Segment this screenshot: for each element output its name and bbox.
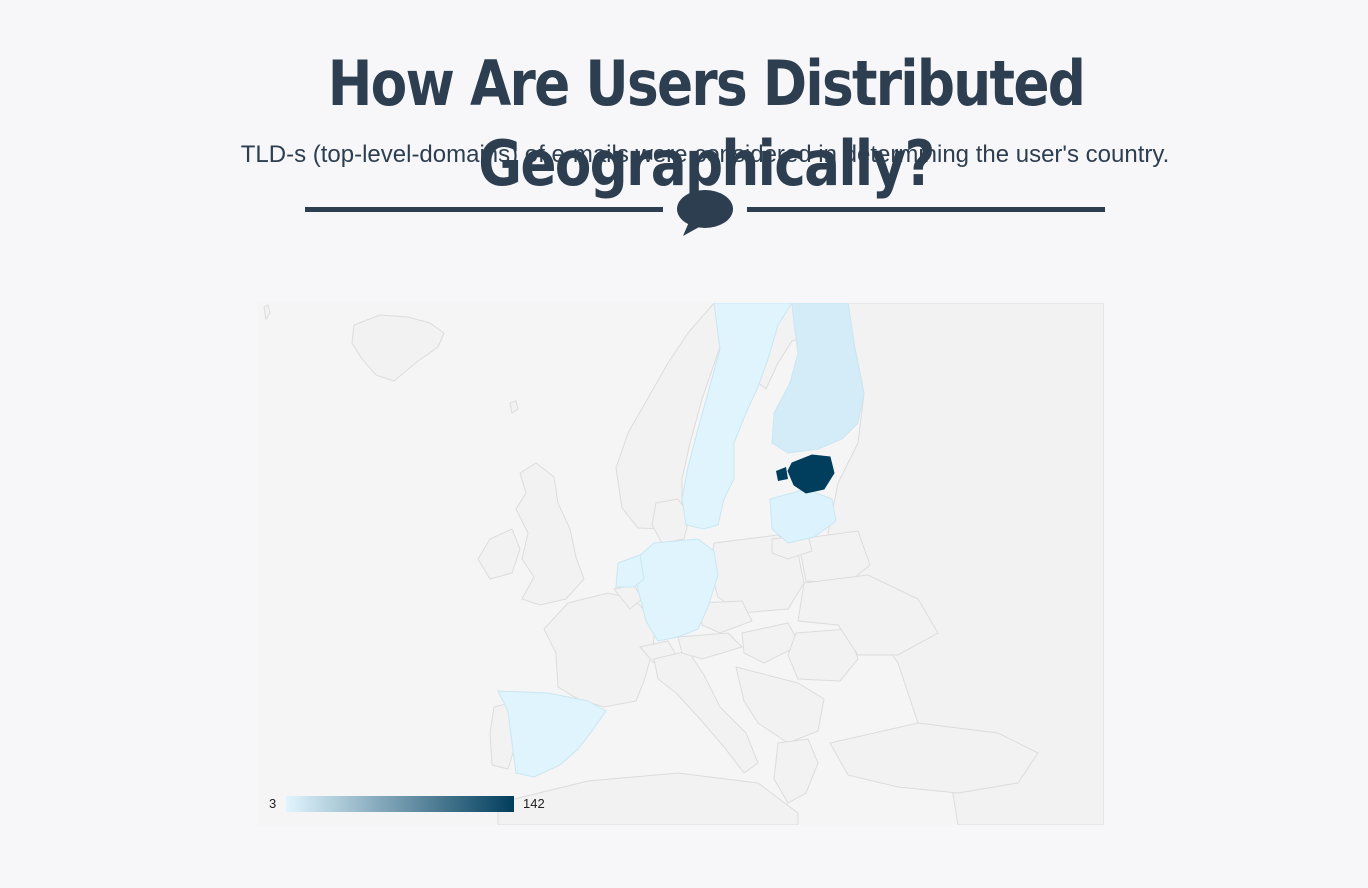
page-subtitle: TLD-s (top-level-domains) of e-mails wer… (240, 141, 1170, 168)
country-austria[interactable] (677, 632, 743, 660)
speech-bubble-icon (677, 190, 733, 236)
page-title: How Are Users Distributed Geographically… (327, 47, 1086, 200)
country-finland[interactable] (771, 303, 865, 454)
country-ukraine[interactable] (797, 574, 939, 656)
geo-map[interactable] (258, 303, 1104, 825)
country-sweden[interactable] (681, 303, 793, 530)
divider-line-left (305, 207, 663, 212)
country-turkey[interactable] (829, 722, 1039, 794)
legend-gradient (286, 796, 514, 812)
country-north-africa[interactable] (497, 772, 799, 825)
country-iceland[interactable] (351, 314, 445, 382)
country-norway[interactable] (615, 303, 733, 530)
island-saaremaa[interactable] (776, 467, 788, 481)
country-estonia[interactable] (787, 454, 835, 494)
map-legend: 3 142 (258, 794, 578, 814)
country-balkans[interactable] (735, 666, 825, 744)
legend-max: 142 (523, 796, 545, 811)
country-ireland[interactable] (477, 528, 521, 580)
island-small (263, 304, 271, 321)
island-small (509, 400, 519, 414)
country-italy[interactable] (653, 650, 759, 774)
country-hungary[interactable] (741, 622, 801, 664)
country-uk[interactable] (515, 462, 585, 606)
country-netherlands[interactable] (615, 554, 645, 588)
legend-min: 3 (269, 796, 277, 811)
country-greece[interactable] (773, 738, 819, 804)
country-spain[interactable] (497, 690, 607, 778)
title-divider (305, 188, 1105, 238)
divider-line-right (747, 207, 1105, 212)
country-belarus[interactable] (797, 530, 871, 584)
country-denmark[interactable] (651, 498, 691, 544)
